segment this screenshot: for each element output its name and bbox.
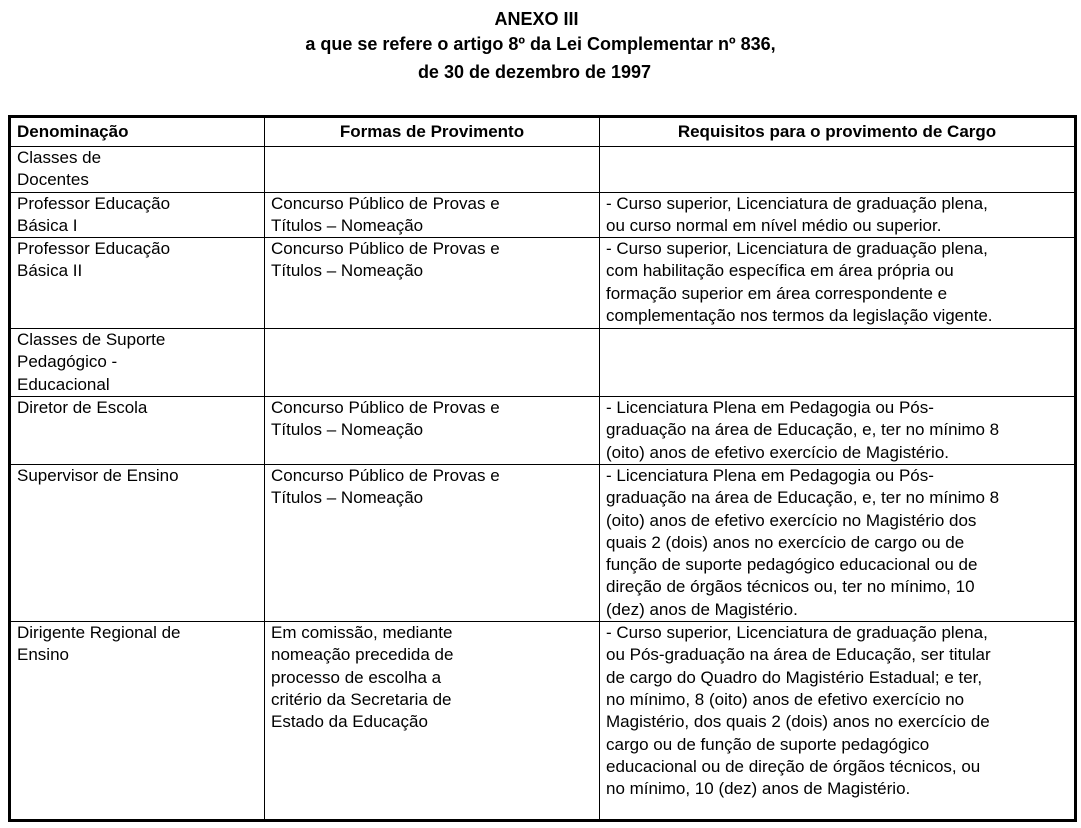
cell-formas: Concurso Público de Provas e Títulos – N…: [264, 237, 600, 330]
cell-requisitos: - Curso superior, Licenciatura de gradua…: [599, 621, 1076, 822]
cell-formas: [264, 328, 600, 398]
cell-formas: [264, 146, 600, 193]
column-header-denominacao: Denominação: [9, 116, 265, 147]
document-title: ANEXO III: [494, 9, 579, 29]
cell-requisitos: [599, 328, 1076, 398]
cell-denominacao: Diretor de Escola: [9, 396, 265, 465]
cell-denominacao: Supervisor de Ensino: [9, 463, 265, 623]
cell-requisitos: [599, 146, 1076, 193]
cell-denominacao: Professor Educação Básica I: [9, 191, 265, 239]
cell-requisitos: - Curso superior, Licenciatura de gradua…: [599, 237, 1076, 330]
table-row: Professor Educação Básica I Concurso Públ…: [9, 191, 1076, 239]
table-row: Supervisor de Ensino Concurso Público de …: [9, 463, 1076, 623]
table-header-row: Denominação Formas de Provimento Requisi…: [9, 116, 1076, 147]
table-row: Dirigente Regional de Ensino Em comissão,…: [9, 621, 1076, 822]
table-row: Diretor de Escola Concurso Público de Pro…: [9, 396, 1076, 465]
cell-requisitos: - Curso superior, Licenciatura de gradua…: [599, 191, 1076, 239]
cell-denominacao: Professor Educação Básica II: [9, 237, 265, 330]
table-row: Classes de Suporte Pedagógico - Educacio…: [9, 328, 1076, 398]
cell-denominacao: Classes de Docentes: [9, 146, 265, 193]
cell-requisitos: - Licenciatura Plena em Pedagogia ou Pós…: [599, 396, 1076, 465]
cell-formas: Concurso Público de Provas e Títulos – N…: [264, 396, 600, 465]
table-row: Classes de Docentes: [9, 146, 1076, 193]
document-subtitle-line1: a que se refere o artigo 8º da Lei Compl…: [305, 34, 776, 54]
column-header-formas: Formas de Provimento: [264, 116, 600, 147]
document-subtitle-line2: de 30 de dezembro de 1997: [417, 62, 652, 82]
cell-denominacao: Dirigente Regional de Ensino: [9, 621, 265, 822]
table-row: Professor Educação Básica II Concurso Púb…: [9, 237, 1076, 330]
cell-requisitos: - Licenciatura Plena em Pedagogia ou Pós…: [599, 463, 1076, 623]
cell-formas: Concurso Público de Provas e Títulos – N…: [264, 191, 600, 239]
cell-formas: Concurso Público de Provas e Títulos – N…: [264, 463, 600, 623]
cell-formas: Em comissão, mediante nomeação precedida…: [264, 621, 600, 822]
column-header-requisitos: Requisitos para o provimento de Cargo: [599, 116, 1076, 147]
cell-denominacao: Classes de Suporte Pedagógico - Educacio…: [9, 328, 265, 398]
annex-table: Denominação Formas de Provimento Requisi…: [8, 115, 1077, 823]
